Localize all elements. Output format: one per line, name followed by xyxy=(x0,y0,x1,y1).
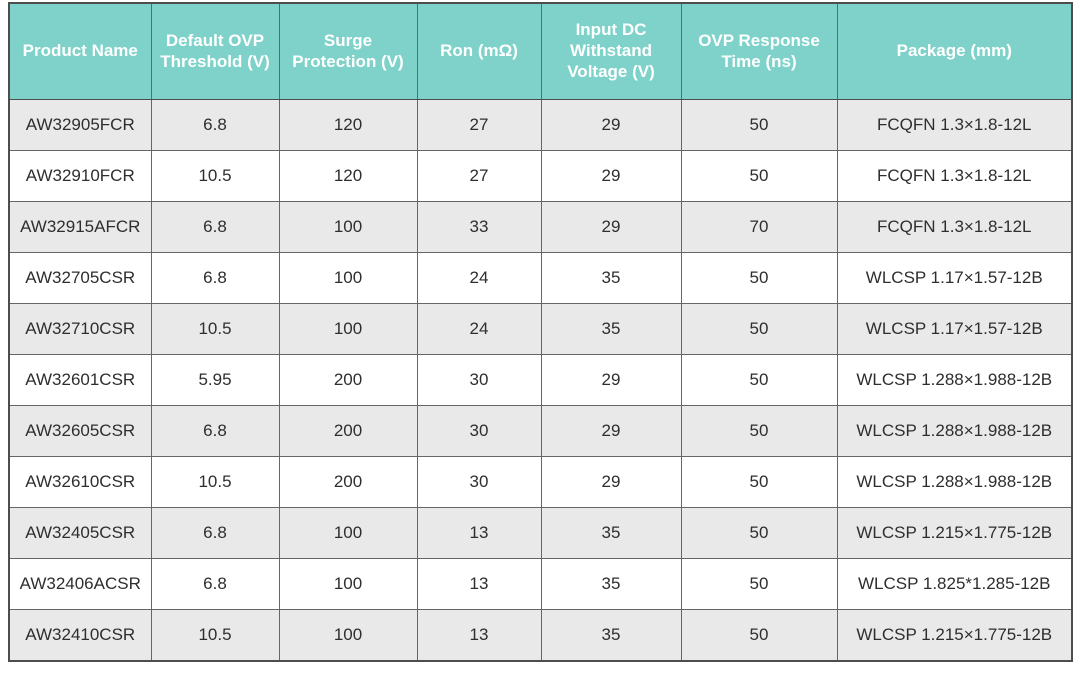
table-cell: 50 xyxy=(680,252,838,304)
table-cell: WLCSP 1.288×1.988-12B xyxy=(836,456,1073,508)
table-cell: 100 xyxy=(278,303,418,355)
table-cell: 50 xyxy=(680,354,838,406)
table-cell: 120 xyxy=(278,99,418,151)
table-row: AW32915AFCR 6.8 100 33 29 70 FCQFN 1.3×1.8-12L xyxy=(8,201,1073,253)
table-row: AW32905FCR 6.8 120 27 29 50 FCQFN 1.3×1.8-12L xyxy=(8,99,1073,151)
table-cell: 6.8 xyxy=(150,507,280,559)
table-cell: 70 xyxy=(680,201,838,253)
table-cell: 29 xyxy=(540,99,682,151)
column-header-4: Input DC Withstand Voltage (V) xyxy=(540,2,682,100)
product-name-cell: AW32710CSR xyxy=(8,303,152,355)
table-cell: 6.8 xyxy=(150,405,280,457)
table-cell: 200 xyxy=(278,405,418,457)
table-cell: FCQFN 1.3×1.8-12L xyxy=(836,201,1073,253)
table-cell: 6.8 xyxy=(150,558,280,610)
table-cell: 50 xyxy=(680,609,838,662)
column-header-1: Default OVP Threshold (V) xyxy=(150,2,280,100)
spec-table-container: Product Name Default OVP Threshold (V) Sur… xyxy=(8,2,1073,662)
column-header-2: Surge Protection (V) xyxy=(278,2,418,100)
table-cell: 10.5 xyxy=(150,456,280,508)
product-name-cell: AW32406ACSR xyxy=(8,558,152,610)
table-cell: 120 xyxy=(278,150,418,202)
product-name-cell: AW32405CSR xyxy=(8,507,152,559)
table-cell: FCQFN 1.3×1.8-12L xyxy=(836,99,1073,151)
table-cell: 200 xyxy=(278,456,418,508)
table-row: AW32406ACSR 6.8 100 13 35 50 WLCSP 1.825*1.285… xyxy=(8,558,1073,610)
table-cell: 30 xyxy=(416,405,542,457)
table-cell: 50 xyxy=(680,456,838,508)
table-cell: 24 xyxy=(416,252,542,304)
table-cell: 27 xyxy=(416,150,542,202)
table-cell: FCQFN 1.3×1.8-12L xyxy=(836,150,1073,202)
table-cell: 50 xyxy=(680,507,838,559)
table-cell: 33 xyxy=(416,201,542,253)
table-cell: 29 xyxy=(540,354,682,406)
table-cell: 50 xyxy=(680,303,838,355)
table-cell: 50 xyxy=(680,558,838,610)
column-header-5: OVP Response Time (ns) xyxy=(680,2,838,100)
table-cell: 50 xyxy=(680,405,838,457)
table-row: AW32610CSR 10.5 200 30 29 50 WLCSP 1.288×1.988… xyxy=(8,456,1073,508)
table-cell: 10.5 xyxy=(150,150,280,202)
table-row: AW32710CSR 10.5 100 24 35 50 WLCSP 1.17×1.57-1… xyxy=(8,303,1073,355)
table-cell: 10.5 xyxy=(150,609,280,662)
table-cell: 100 xyxy=(278,201,418,253)
table-cell: 13 xyxy=(416,507,542,559)
product-spec-table: Product Name Default OVP Threshold (V) Sur… xyxy=(8,2,1073,662)
table-cell: 13 xyxy=(416,558,542,610)
product-name-cell: AW32915AFCR xyxy=(8,201,152,253)
table-cell: 27 xyxy=(416,99,542,151)
table-cell: 100 xyxy=(278,558,418,610)
table-cell: 100 xyxy=(278,609,418,662)
product-name-cell: AW32605CSR xyxy=(8,405,152,457)
table-cell: 35 xyxy=(540,252,682,304)
table-cell: 29 xyxy=(540,405,682,457)
column-header-3: Ron (mΩ) xyxy=(416,2,542,100)
table-cell: 35 xyxy=(540,558,682,610)
table-cell: 6.8 xyxy=(150,99,280,151)
table-cell: 6.8 xyxy=(150,252,280,304)
table-cell: 30 xyxy=(416,354,542,406)
column-header-6: Package (mm) xyxy=(836,2,1073,100)
table-cell: 30 xyxy=(416,456,542,508)
table-header-row: Product Name Default OVP Threshold (V) Sur… xyxy=(8,2,1073,100)
product-name-cell: AW32610CSR xyxy=(8,456,152,508)
table-cell: 100 xyxy=(278,252,418,304)
product-name-cell: AW32905FCR xyxy=(8,99,152,151)
table-cell: WLCSP 1.288×1.988-12B xyxy=(836,405,1073,457)
table-cell: 35 xyxy=(540,303,682,355)
table-cell: 10.5 xyxy=(150,303,280,355)
table-cell: 35 xyxy=(540,507,682,559)
table-row: AW32410CSR 10.5 100 13 35 50 WLCSP 1.215×1.775… xyxy=(8,609,1073,662)
product-name-cell: AW32601CSR xyxy=(8,354,152,406)
table-row: AW32910FCR 10.5 120 27 29 50 FCQFN 1.3×1.8-12L xyxy=(8,150,1073,202)
table-cell: 6.8 xyxy=(150,201,280,253)
table-cell: 13 xyxy=(416,609,542,662)
table-cell: 24 xyxy=(416,303,542,355)
table-cell: WLCSP 1.288×1.988-12B xyxy=(836,354,1073,406)
table-cell: 29 xyxy=(540,456,682,508)
table-row: AW32601CSR 5.95 200 30 29 50 WLCSP 1.288×1.988… xyxy=(8,354,1073,406)
product-name-cell: AW32910FCR xyxy=(8,150,152,202)
table-cell: 35 xyxy=(540,609,682,662)
table-cell: WLCSP 1.17×1.57-12B xyxy=(836,252,1073,304)
table-cell: 29 xyxy=(540,201,682,253)
product-name-cell: AW32705CSR xyxy=(8,252,152,304)
table-cell: WLCSP 1.825*1.285-12B xyxy=(836,558,1073,610)
table-cell: 29 xyxy=(540,150,682,202)
column-header-0: Product Name xyxy=(8,2,152,100)
table-cell: WLCSP 1.215×1.775-12B xyxy=(836,507,1073,559)
table-cell: 200 xyxy=(278,354,418,406)
table-cell: 100 xyxy=(278,507,418,559)
table-cell: 50 xyxy=(680,99,838,151)
table-cell: WLCSP 1.215×1.775-12B xyxy=(836,609,1073,662)
table-cell: 50 xyxy=(680,150,838,202)
table-row: AW32605CSR 6.8 200 30 29 50 WLCSP 1.288×1.988-… xyxy=(8,405,1073,457)
product-name-cell: AW32410CSR xyxy=(8,609,152,662)
table-cell: 5.95 xyxy=(150,354,280,406)
table-cell: WLCSP 1.17×1.57-12B xyxy=(836,303,1073,355)
table-row: AW32705CSR 6.8 100 24 35 50 WLCSP 1.17×1.57-12… xyxy=(8,252,1073,304)
table-row: AW32405CSR 6.8 100 13 35 50 WLCSP 1.215×1.775-… xyxy=(8,507,1073,559)
